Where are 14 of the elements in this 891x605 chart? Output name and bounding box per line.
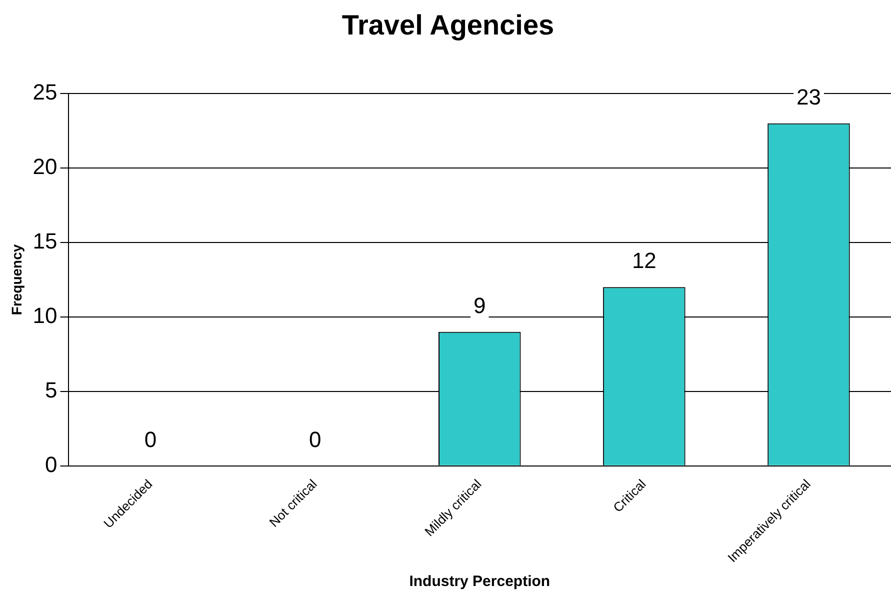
y-tick-label: 15 (32, 228, 58, 254)
data-label: 23 (796, 84, 821, 110)
x-axis-title: Industry Perception (409, 573, 550, 590)
y-tick-label: 25 (32, 80, 58, 105)
y-tick-label: 0 (45, 452, 58, 477)
y-tick-label: 5 (45, 377, 58, 402)
data-label: 0 (144, 426, 157, 452)
data-label: 9 (474, 292, 486, 318)
chart-title: Travel Agencies (342, 10, 554, 41)
data-label: 0 (308, 426, 322, 452)
data-label: 12 (632, 248, 656, 274)
y-tick-label: 10 (32, 302, 58, 328)
y-tick-label: 20 (32, 154, 58, 180)
y-axis-title: Frequency (8, 244, 24, 316)
